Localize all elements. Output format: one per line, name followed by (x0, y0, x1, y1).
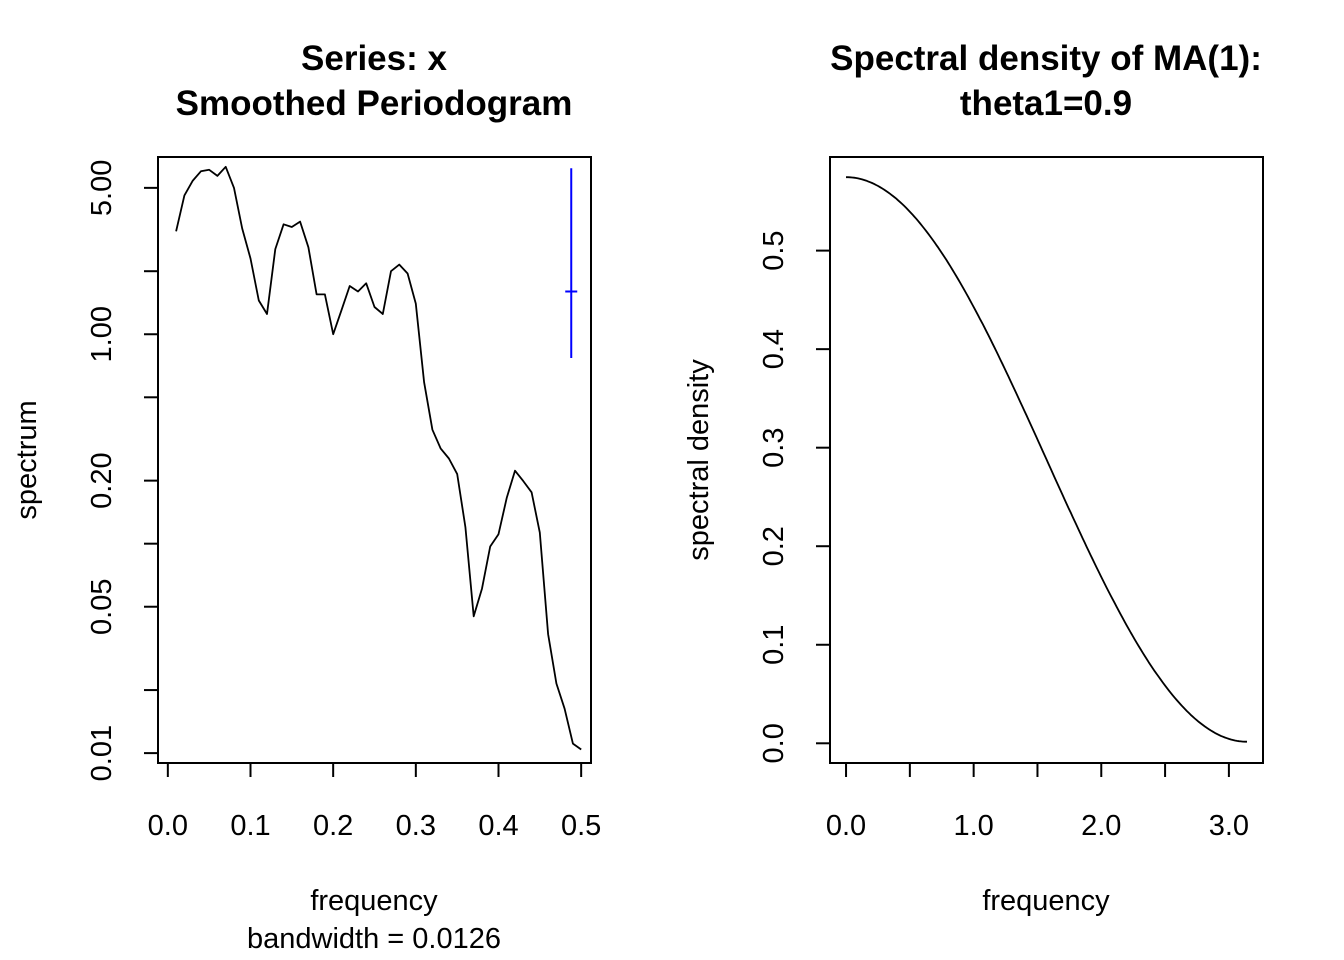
x-tick-label: 2.0 (1081, 810, 1121, 842)
right-x-axis: 0.0 1.0 2.0 3.0 (826, 762, 1249, 842)
right-panel: Spectral density of MA(1): theta1=0.9 0.… (683, 39, 1264, 917)
y-tick-label: 0.01 (86, 725, 118, 781)
left-panel: Series: x Smoothed Periodogram 0.0 0.1 0.2… (11, 39, 601, 955)
right-plot-area (846, 176, 1247, 743)
y-tick-label: 0.2 (758, 526, 790, 566)
right-y-axis: 0.0 0.1 0.2 0.3 0.4 0.5 (758, 230, 831, 763)
x-tick-label: 0.2 (313, 810, 353, 842)
x-tick-label: 0.0 (826, 810, 866, 842)
left-title-line2: Smoothed Periodogram (176, 84, 573, 123)
left-y-label: spectrum (11, 400, 43, 519)
y-tick-label: 0.1 (758, 625, 790, 665)
y-tick-label: 5.00 (86, 160, 118, 216)
y-tick-label: 0.5 (758, 230, 790, 270)
x-tick-label: 0.3 (396, 810, 436, 842)
left-y-axis: 0.01 0.05 0.20 1.00 5.00 (86, 160, 159, 781)
y-tick-label: 0.4 (758, 329, 790, 369)
y-tick-label: 0.0 (758, 723, 790, 763)
left-x-label: frequency (310, 885, 438, 917)
left-plot-frame (157, 156, 592, 764)
y-tick-label: 0.3 (758, 428, 790, 468)
x-tick-label: 0.5 (561, 810, 601, 842)
x-tick-label: 0.0 (148, 810, 188, 842)
y-tick-label: 0.20 (86, 452, 118, 508)
x-tick-label: 0.1 (230, 810, 270, 842)
x-tick-label: 0.4 (478, 810, 518, 842)
spectrum-line (175, 165, 582, 751)
x-tick-label: 3.0 (1209, 810, 1249, 842)
right-y-label: spectral density (683, 359, 715, 561)
x-tick-label: 1.0 (953, 810, 993, 842)
right-title-line1: Spectral density of MA(1): (830, 39, 1262, 78)
left-x-axis: 0.0 0.1 0.2 0.3 0.4 0.5 (148, 762, 601, 842)
left-title-line1: Series: x (301, 39, 447, 78)
right-x-label: frequency (982, 885, 1110, 917)
left-x-sublabel: bandwidth = 0.0126 (247, 923, 501, 955)
spectral-density-curve (846, 176, 1247, 743)
right-title-line2: theta1=0.9 (960, 84, 1132, 123)
y-tick-label: 0.05 (86, 579, 118, 635)
left-plot-area (175, 165, 582, 751)
y-tick-label: 1.00 (86, 306, 118, 362)
